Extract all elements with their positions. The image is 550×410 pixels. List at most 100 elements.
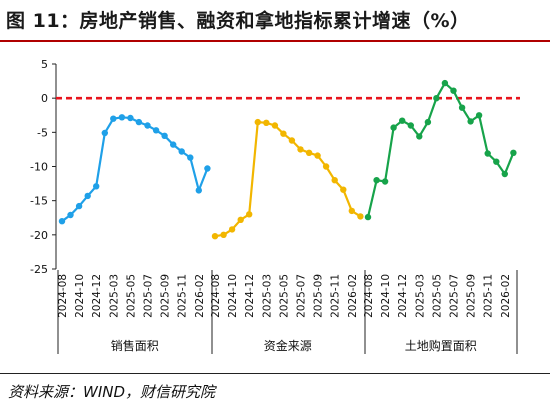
- data-point: [467, 118, 474, 125]
- y-tick-label: -5: [37, 126, 48, 139]
- data-point: [373, 177, 380, 184]
- x-tick-label: 2025-03: [414, 274, 426, 318]
- data-point: [458, 104, 466, 111]
- x-tick-label: 2025-11: [177, 274, 189, 318]
- data-point: [101, 129, 109, 137]
- series-line: [214, 120, 361, 238]
- data-point: [187, 154, 194, 161]
- data-point: [501, 170, 508, 178]
- data-point: [93, 183, 100, 190]
- x-tick-label: 2025-05: [278, 274, 290, 318]
- figure-title-bar: 图 11：房地产销售、融资和拿地指标累计增速（%）: [0, 0, 550, 42]
- data-point: [178, 148, 185, 155]
- x-tick-label: 2025-07: [296, 274, 308, 318]
- data-point: [390, 124, 397, 131]
- group-label: 土地购置面积: [405, 338, 477, 353]
- figure-title: 图 11：房地产销售、融资和拿地指标累计增速（%）: [6, 10, 470, 32]
- data-point: [314, 152, 321, 159]
- data-point: [305, 149, 313, 156]
- data-point: [204, 165, 211, 172]
- data-point: [135, 118, 143, 126]
- data-point: [127, 114, 134, 122]
- x-tick-label: 2024-12: [244, 274, 256, 318]
- data-point: [170, 141, 177, 148]
- x-tick-label: 2025-07: [449, 274, 461, 318]
- x-tick-label: 2024-10: [74, 274, 86, 318]
- data-point: [288, 137, 296, 144]
- data-point: [211, 233, 219, 240]
- x-tick-label: 2026-02: [194, 274, 206, 318]
- y-tick-label: -25: [30, 263, 48, 276]
- source-note: 资料来源：WIND，财信研究院: [8, 383, 216, 401]
- data-point: [84, 192, 91, 200]
- data-point: [348, 207, 355, 215]
- data-point: [450, 87, 457, 94]
- x-tick-label: 2026-02: [347, 274, 359, 318]
- data-point: [144, 122, 151, 129]
- x-tick-label: 2025-09: [160, 274, 172, 318]
- data-point: [271, 122, 279, 129]
- data-point: [340, 186, 347, 193]
- x-tick-label: 2025-05: [125, 274, 137, 318]
- x-tick-label: 2025-03: [108, 274, 120, 318]
- y-tick-label: -20: [30, 229, 48, 242]
- x-tick-label: 2025-09: [466, 274, 478, 318]
- bottom-rule: [0, 373, 550, 374]
- data-point: [416, 133, 423, 140]
- data-point: [424, 118, 432, 126]
- data-point: [75, 202, 83, 210]
- x-tick-label: 2025-11: [483, 274, 495, 318]
- data-point: [246, 211, 253, 218]
- x-tick-label: 2025-09: [313, 274, 325, 318]
- series-line: [366, 81, 515, 218]
- group-label: 销售面积: [111, 338, 159, 353]
- data-point: [381, 178, 389, 185]
- data-point: [237, 216, 244, 223]
- data-point: [322, 163, 330, 170]
- data-point: [484, 150, 491, 157]
- data-point: [493, 158, 500, 165]
- data-point: [475, 112, 483, 119]
- data-point: [220, 231, 227, 238]
- data-point: [357, 213, 364, 220]
- x-tick-label: 2025-11: [330, 274, 342, 318]
- x-tick-label: 2024-08: [363, 274, 375, 318]
- line-chart: 5 0 -5 -10 -15 -20 -25 2024-08 2024-10 2024-12 202…: [30, 58, 520, 354]
- y-tick-label: -10: [30, 161, 48, 174]
- data-point: [433, 95, 440, 102]
- data-point: [297, 146, 304, 153]
- x-tick-label: 2024-12: [91, 274, 103, 318]
- data-point: [58, 218, 66, 225]
- data-point: [152, 127, 160, 134]
- data-point: [254, 118, 261, 126]
- data-point: [399, 117, 406, 124]
- data-point: [407, 122, 414, 129]
- x-tick-label: 2025-07: [143, 274, 155, 318]
- data-point: [118, 114, 126, 121]
- x-tick-label: 2025-03: [261, 274, 273, 318]
- x-tick-label: 2024-12: [397, 274, 409, 318]
- data-point: [331, 177, 338, 184]
- series-line: [61, 116, 209, 223]
- y-tick-label: -15: [30, 195, 48, 208]
- data-point: [67, 211, 74, 219]
- data-point: [195, 187, 202, 194]
- x-tick-label: 2024-10: [380, 274, 392, 318]
- data-point: [228, 226, 236, 233]
- data-point: [280, 130, 287, 137]
- x-tick-label: 2025-05: [431, 274, 443, 318]
- data-point: [441, 79, 449, 87]
- data-point: [510, 149, 517, 156]
- x-tick-label: 2026-02: [500, 274, 512, 318]
- x-tick-label: 2024-08: [210, 274, 222, 318]
- title-rule: [0, 40, 550, 42]
- data-point: [263, 119, 270, 127]
- data-point: [110, 115, 117, 122]
- x-tick-label: 2024-08: [57, 274, 69, 318]
- data-point: [364, 213, 372, 221]
- group-label: 资金来源: [264, 338, 312, 353]
- y-tick-label: 5: [41, 58, 48, 71]
- y-tick-label: 0: [41, 92, 48, 105]
- x-tick-label: 2024-10: [227, 274, 239, 318]
- data-point: [161, 132, 168, 139]
